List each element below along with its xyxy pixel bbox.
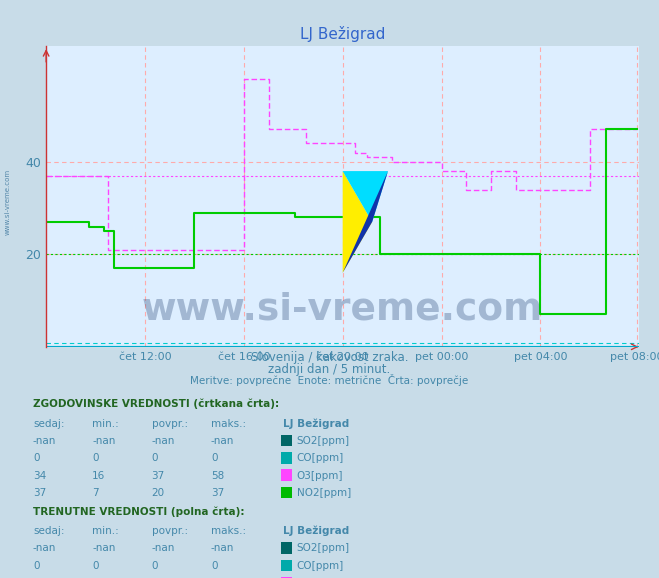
Text: -nan: -nan [33, 543, 56, 553]
Text: LJ Bežigrad: LJ Bežigrad [283, 525, 350, 536]
Text: 0: 0 [92, 453, 99, 463]
Text: Meritve: povprečne  Enote: metrične  Črta: povprečje: Meritve: povprečne Enote: metrične Črta:… [190, 375, 469, 386]
Text: O3[ppm]: O3[ppm] [297, 470, 343, 480]
Text: Slovenija / kakovost zraka.: Slovenija / kakovost zraka. [251, 351, 408, 364]
Text: 0: 0 [152, 453, 158, 463]
Text: -nan: -nan [33, 436, 56, 446]
Text: 16: 16 [92, 470, 105, 480]
Polygon shape [343, 171, 388, 222]
Text: CO[ppm]: CO[ppm] [297, 561, 344, 570]
Text: -nan: -nan [152, 436, 175, 446]
Text: www.si-vreme.com: www.si-vreme.com [142, 292, 543, 328]
Text: maks.:: maks.: [211, 526, 246, 536]
Text: povpr.:: povpr.: [152, 418, 188, 428]
Polygon shape [343, 171, 372, 273]
Text: zadnji dan / 5 minut.: zadnji dan / 5 minut. [268, 363, 391, 376]
Text: LJ Bežigrad: LJ Bežigrad [283, 418, 350, 428]
Text: 37: 37 [33, 488, 46, 498]
Text: CO[ppm]: CO[ppm] [297, 453, 344, 463]
Text: 7: 7 [92, 488, 99, 498]
Text: SO2[ppm]: SO2[ppm] [297, 436, 350, 446]
Text: -nan: -nan [211, 436, 234, 446]
Text: www.si-vreme.com: www.si-vreme.com [5, 169, 11, 235]
Text: -nan: -nan [211, 543, 234, 553]
Text: 58: 58 [211, 470, 224, 480]
Text: povpr.:: povpr.: [152, 526, 188, 536]
Text: 0: 0 [152, 561, 158, 570]
Text: sedaj:: sedaj: [33, 418, 65, 428]
Text: 0: 0 [33, 453, 40, 463]
Text: -nan: -nan [92, 436, 115, 446]
Text: maks.:: maks.: [211, 418, 246, 428]
Text: 0: 0 [211, 561, 217, 570]
Text: min.:: min.: [92, 526, 119, 536]
Text: -nan: -nan [92, 543, 115, 553]
Text: min.:: min.: [92, 418, 119, 428]
Text: 37: 37 [152, 470, 165, 480]
Text: 34: 34 [33, 470, 46, 480]
Text: 0: 0 [33, 561, 40, 570]
Text: ZGODOVINSKE VREDNOSTI (črtkana črta):: ZGODOVINSKE VREDNOSTI (črtkana črta): [33, 399, 279, 409]
Text: 0: 0 [92, 561, 99, 570]
Text: sedaj:: sedaj: [33, 526, 65, 536]
Text: -nan: -nan [152, 543, 175, 553]
Text: 20: 20 [152, 488, 165, 498]
Text: SO2[ppm]: SO2[ppm] [297, 543, 350, 553]
Text: NO2[ppm]: NO2[ppm] [297, 488, 351, 498]
Polygon shape [343, 171, 388, 273]
Title: LJ Bežigrad: LJ Bežigrad [300, 26, 386, 42]
Text: 37: 37 [211, 488, 224, 498]
Text: 0: 0 [211, 453, 217, 463]
Text: TRENUTNE VREDNOSTI (polna črta):: TRENUTNE VREDNOSTI (polna črta): [33, 506, 244, 517]
